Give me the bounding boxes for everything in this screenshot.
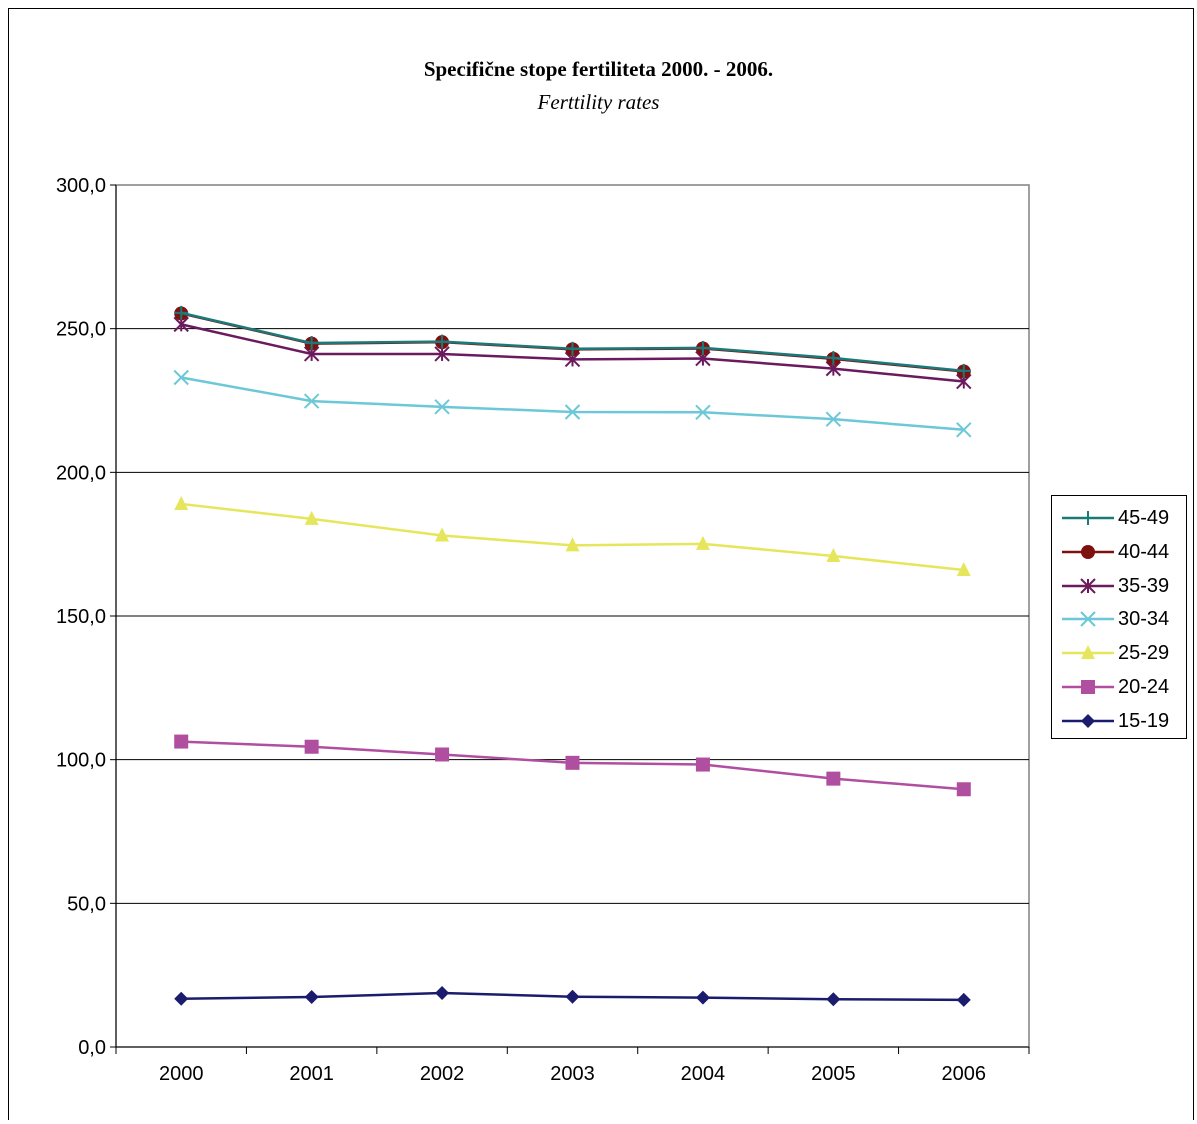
y-tick-label: 100,0 <box>56 750 106 772</box>
series-25-29 <box>174 495 971 577</box>
legend-label: 25-29 <box>1118 642 1170 665</box>
legend-item: 15-19 <box>1052 704 1186 738</box>
series-15-19 <box>174 985 971 1007</box>
data-point <box>695 535 710 550</box>
y-tick-label: 300,0 <box>56 175 106 197</box>
legend-item: 30-34 <box>1052 602 1186 636</box>
data-point <box>434 346 450 362</box>
x-tick-label: 2006 <box>942 1063 987 1085</box>
legend-label: 20-24 <box>1118 676 1170 698</box>
data-point <box>1080 611 1096 628</box>
data-point <box>1080 577 1096 594</box>
data-point <box>956 422 972 438</box>
legend-label: 40-44 <box>1118 540 1170 563</box>
legend-item: 25-29 <box>1052 636 1186 670</box>
data-point <box>956 562 971 577</box>
data-point <box>564 404 581 420</box>
legend-swatch <box>1062 544 1114 559</box>
data-point <box>435 985 450 1000</box>
data-point <box>695 404 711 420</box>
x-tick-label: 2005 <box>811 1063 856 1085</box>
legend-swatch <box>1062 645 1114 660</box>
y-tick-label: 50,0 <box>67 893 106 915</box>
data-point <box>435 527 450 542</box>
x-tick-label: 2003 <box>550 1063 595 1085</box>
data-point <box>304 510 319 525</box>
chart-subtitle: Ferttility rates <box>537 90 660 114</box>
data-point <box>956 992 971 1007</box>
data-point <box>695 990 710 1005</box>
legend-swatch <box>1062 511 1114 525</box>
data-point <box>435 334 450 349</box>
y-tick-label: 0,0 <box>78 1037 106 1059</box>
data-point <box>826 547 841 562</box>
legend-item: 40-44 <box>1052 535 1186 569</box>
x-tick-label: 2001 <box>289 1063 334 1085</box>
data-point <box>826 350 841 365</box>
chart-title: Specifične stope fertiliteta 2000. - 200… <box>423 57 774 81</box>
series-35-39 <box>173 316 972 390</box>
data-point <box>695 757 710 772</box>
legend-item: 35-39 <box>1052 569 1186 603</box>
data-point <box>1081 511 1095 525</box>
x-tick-label: 2004 <box>681 1063 726 1085</box>
data-point <box>304 336 319 351</box>
y-tick-label: 150,0 <box>56 606 106 628</box>
data-point <box>174 305 189 320</box>
data-point <box>826 771 841 786</box>
data-point <box>174 991 189 1006</box>
legend-swatch <box>1062 611 1114 628</box>
series-45-49 <box>174 305 971 378</box>
data-point <box>565 537 580 552</box>
data-point <box>304 739 319 754</box>
data-point <box>1081 713 1095 728</box>
data-point <box>1081 544 1095 559</box>
data-point <box>956 363 971 378</box>
data-point <box>695 340 710 355</box>
data-point <box>174 495 189 510</box>
data-point <box>565 341 580 356</box>
data-point <box>303 393 320 409</box>
legend-item: 45-49 <box>1052 501 1186 535</box>
y-tick-label: 200,0 <box>56 462 106 484</box>
legend-label: 30-34 <box>1118 608 1170 631</box>
series-30-34 <box>173 369 972 438</box>
data-point <box>1081 680 1095 694</box>
chart-legend: 45-49 40-44 35-39 30-34 25-29 20-24 15-19 <box>1051 495 1187 739</box>
data-point <box>435 747 450 762</box>
legend-item: 20-24 <box>1052 670 1186 704</box>
data-point <box>956 782 971 797</box>
legend-label: 15-19 <box>1118 709 1170 732</box>
x-tick-label: 2002 <box>420 1063 465 1085</box>
data-point <box>826 992 841 1007</box>
y-tick-label: 250,0 <box>56 319 106 341</box>
data-point <box>173 369 189 386</box>
data-point <box>1081 645 1095 660</box>
x-tick-label: 2000 <box>159 1063 204 1085</box>
legend-label: 35-39 <box>1118 574 1170 597</box>
data-point <box>565 755 580 770</box>
data-point <box>434 399 450 415</box>
legend-swatch <box>1062 680 1114 694</box>
legend-swatch <box>1062 713 1114 728</box>
series-20-24 <box>174 734 971 797</box>
data-point <box>825 411 842 427</box>
legend-swatch <box>1062 577 1114 594</box>
data-point <box>565 989 580 1004</box>
legend-label: 45-49 <box>1118 507 1170 529</box>
data-point <box>174 734 189 749</box>
data-point <box>304 990 319 1005</box>
